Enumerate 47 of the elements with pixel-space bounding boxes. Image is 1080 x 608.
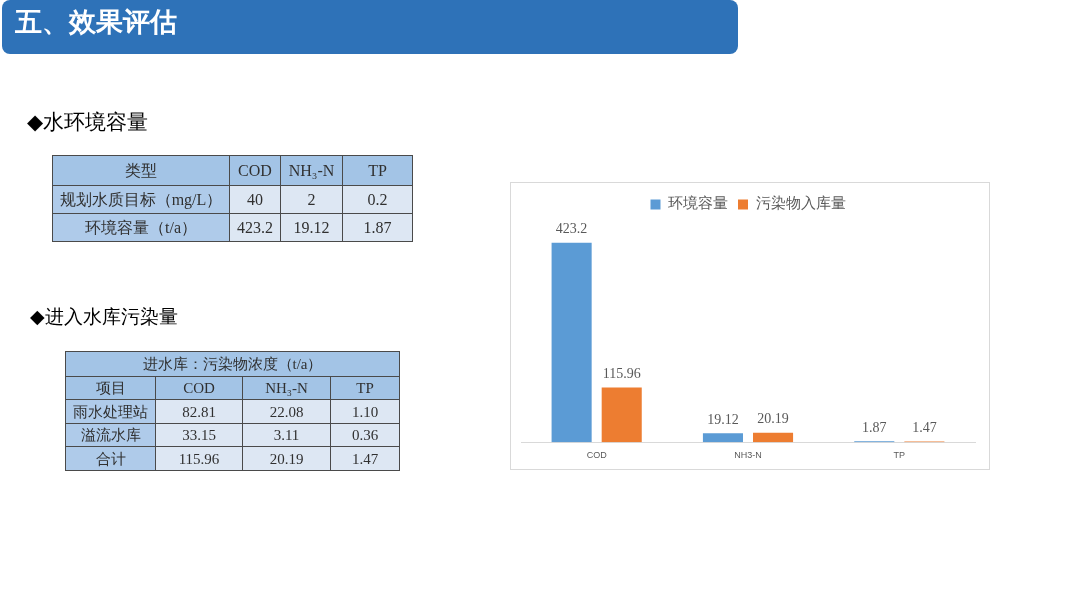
data-label: 19.12 bbox=[707, 411, 739, 427]
data-label: 82.81 bbox=[155, 399, 243, 424]
data-label: 1.47 bbox=[330, 446, 400, 471]
bar bbox=[601, 387, 642, 443]
data-label: 1.87 bbox=[862, 419, 887, 435]
data-label: 1.47 bbox=[912, 420, 937, 436]
data-label: 1.10 bbox=[330, 399, 400, 424]
data-label: 0.2 bbox=[342, 185, 413, 214]
data-label: 1.87 bbox=[342, 213, 413, 242]
y-tick-label: 溢流水库 bbox=[65, 423, 156, 447]
x-tick-label: COD bbox=[586, 450, 608, 461]
data-label: 423.2 bbox=[555, 221, 588, 237]
data-label: 2 bbox=[280, 185, 343, 214]
y-axis-title: 类型 bbox=[52, 155, 230, 186]
data-label: 33.15 bbox=[155, 423, 243, 447]
data-label: 0.36 bbox=[330, 423, 400, 447]
bar bbox=[753, 432, 794, 443]
data-label: 115.96 bbox=[602, 366, 641, 382]
x-tick-label: COD bbox=[155, 376, 243, 400]
data-label: 40 bbox=[229, 185, 281, 214]
legend-label: 环境容量 bbox=[668, 194, 728, 213]
y-tick-label: 合计 bbox=[65, 446, 156, 471]
data-label: 423.2 bbox=[229, 213, 281, 242]
chart-title: ◆进入水库污染量 bbox=[30, 304, 178, 329]
x-tick-label: NH₃-N bbox=[280, 155, 343, 186]
chart-subtitle: 进水库：污染物浓度（t/a） bbox=[65, 351, 400, 377]
x-tick-label: TP bbox=[330, 376, 400, 400]
y-tick-label: 雨水处理站 bbox=[65, 399, 156, 424]
data-label: 3.11 bbox=[242, 423, 331, 447]
data-label: 19.12 bbox=[280, 213, 343, 242]
data-label: 20.19 bbox=[757, 411, 789, 427]
x-tick-label: COD bbox=[229, 155, 281, 186]
x-tick-label: TP bbox=[893, 450, 906, 461]
text: 五、效果评估 bbox=[15, 5, 177, 39]
y-tick-label: 环境容量（t/a） bbox=[52, 213, 230, 242]
data-label: 22.08 bbox=[242, 399, 331, 424]
chart-title: ◆水环境容量 bbox=[27, 109, 149, 136]
data-label: 20.19 bbox=[242, 446, 331, 471]
data-label: 115.96 bbox=[155, 446, 243, 471]
legend-label: 污染物入库量 bbox=[755, 194, 846, 213]
y-axis-title: 项目 bbox=[65, 376, 156, 400]
x-tick-label: NH3-N bbox=[734, 450, 762, 461]
bar bbox=[702, 433, 743, 443]
y-tick-label: 规划水质目标（mg/L） bbox=[52, 185, 230, 214]
x-tick-label: TP bbox=[342, 155, 413, 186]
bar bbox=[551, 242, 592, 443]
x-tick-label: NH₃-N bbox=[242, 376, 331, 400]
